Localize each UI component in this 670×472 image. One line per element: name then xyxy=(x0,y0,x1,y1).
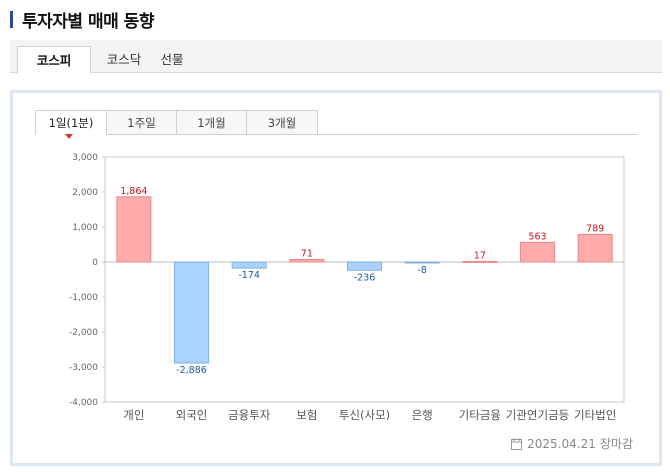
bar-value-label: 1,864 xyxy=(120,186,147,197)
x-tick-label: 외국인 xyxy=(176,408,208,422)
bar xyxy=(520,241,555,263)
period-tab-1week[interactable]: 1주일 xyxy=(106,110,177,135)
market-status: 장마감 xyxy=(599,437,633,451)
y-tick-label: 3,000 xyxy=(72,153,98,163)
bar-value-label: -2,886 xyxy=(176,365,207,376)
plot-area-frame xyxy=(104,156,625,403)
bar-value-label: -174 xyxy=(238,270,260,281)
x-tick-label: 개인 xyxy=(123,408,144,422)
bar-value-label: -236 xyxy=(354,272,376,283)
chart-panel: 1일(1분) 1주일 1개월 3개월 xyxy=(10,90,662,466)
x-tick-label: 은행 xyxy=(412,408,433,422)
y-tick-label: 2,000 xyxy=(72,188,98,198)
market-tab-bar: 코스피 코스닥 선물 xyxy=(10,40,662,74)
page-title-bar: 투자자별 매매 동향 xyxy=(10,8,154,32)
title-accent-bar xyxy=(10,10,13,28)
tab-kospi[interactable]: 코스피 xyxy=(17,46,91,74)
active-period-marker-icon xyxy=(65,134,73,139)
y-tick-label: 0 xyxy=(92,258,98,268)
bar xyxy=(577,233,613,263)
bar-value-label: -8 xyxy=(417,265,426,276)
data-date: 2025.04.21 xyxy=(527,436,596,451)
bar xyxy=(231,261,267,269)
calendar-icon xyxy=(511,437,523,450)
tab-futures[interactable]: 선물 xyxy=(160,52,184,67)
x-tick-label: 보험 xyxy=(296,408,317,422)
bar-value-label: 17 xyxy=(474,250,486,261)
bar xyxy=(404,261,440,264)
period-tab-underline xyxy=(317,134,638,135)
x-tick-label: 기관연기금등 xyxy=(506,408,569,422)
bar-value-label: 789 xyxy=(586,223,604,234)
bar-value-label: 563 xyxy=(528,231,546,242)
page-title: 투자자별 매매 동향 xyxy=(22,11,154,32)
period-tab-3month[interactable]: 3개월 xyxy=(246,110,318,135)
y-tick-label: 1,000 xyxy=(72,223,98,233)
x-tick-label: 투신(사모) xyxy=(339,408,390,422)
bar xyxy=(116,196,152,263)
period-tab-1month[interactable]: 1개월 xyxy=(176,110,247,135)
date-stamp: 2025.04.21 장마감 xyxy=(511,435,633,452)
tab-kosdaq[interactable]: 코스닥 xyxy=(106,52,142,67)
bar xyxy=(347,261,382,271)
x-tick-label: 금융투자 xyxy=(228,408,271,422)
x-tick-label: 기타법인 xyxy=(574,408,616,422)
y-tick-label: -2,000 xyxy=(69,328,98,338)
bar-value-label: 71 xyxy=(301,249,313,260)
y-tick-label: -3,000 xyxy=(69,363,98,373)
bar xyxy=(174,261,209,364)
y-tick-label: -4,000 xyxy=(69,398,98,408)
bar xyxy=(462,260,498,263)
bar xyxy=(289,259,325,263)
x-tick-label: 기타금융 xyxy=(459,408,501,422)
y-tick-label: -1,000 xyxy=(69,293,98,303)
